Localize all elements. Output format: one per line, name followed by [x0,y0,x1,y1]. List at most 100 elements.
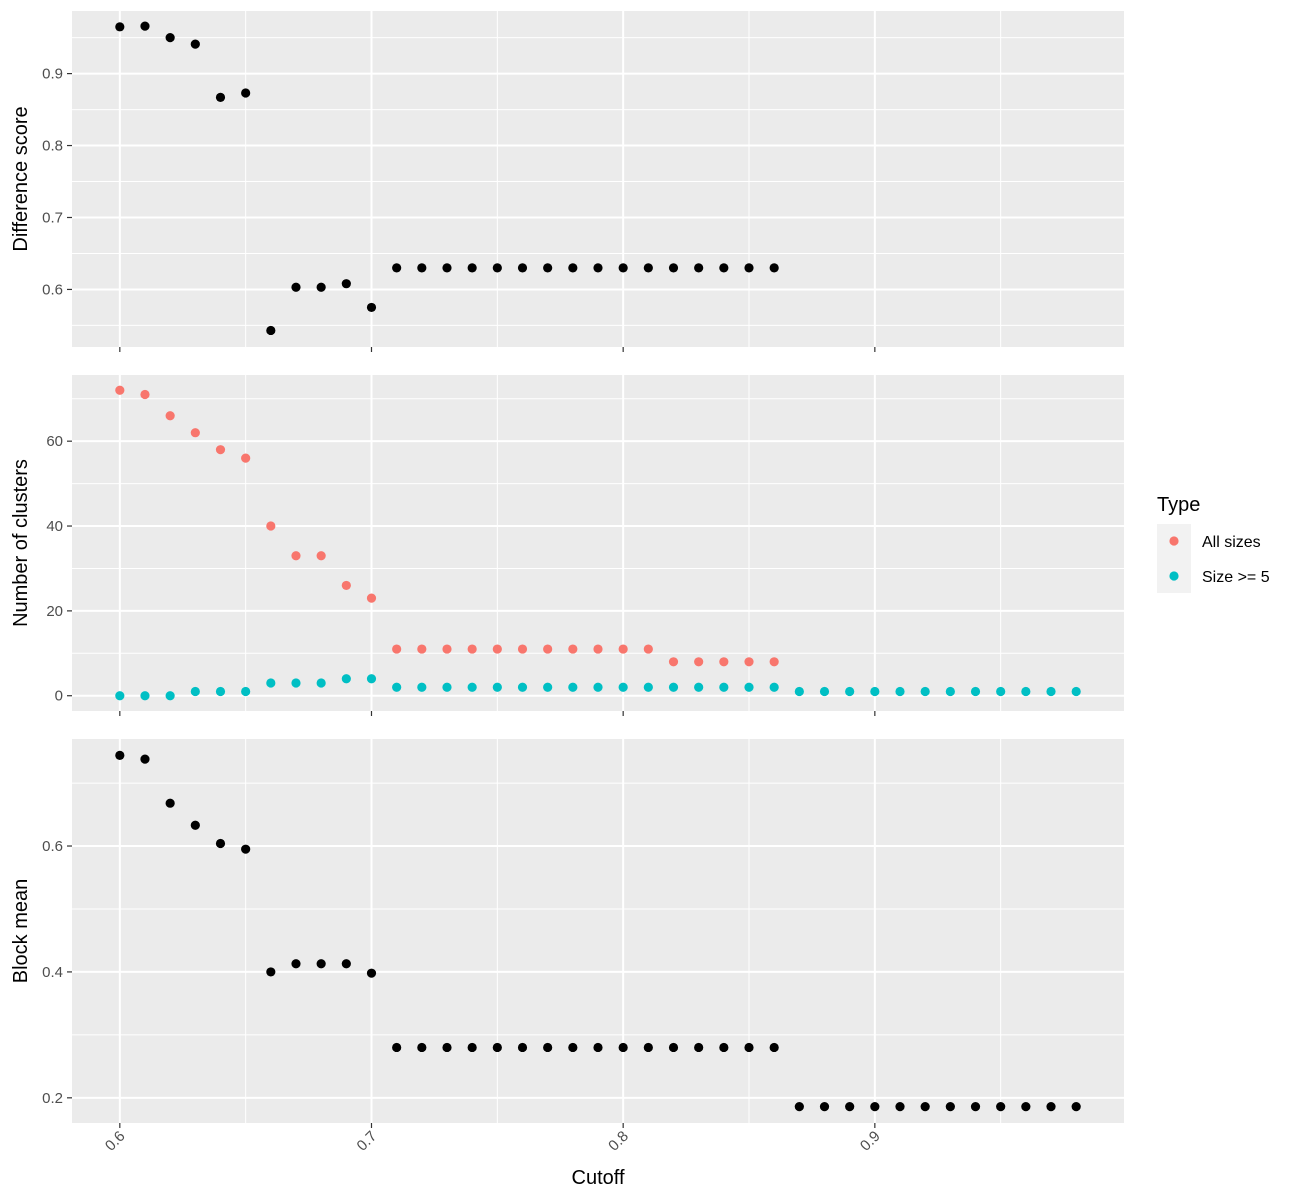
data-point [115,385,125,395]
data-point [694,657,704,667]
data-point [719,263,729,273]
y-tick-label: 0.2 [42,1090,63,1107]
data-point [819,1102,830,1112]
y-tick-label: 0 [55,688,63,705]
x-tick-label: 0.9 [857,1128,884,1155]
data-point [543,1042,553,1053]
data-point [467,263,477,273]
data-point [769,682,779,692]
data-point [517,644,528,654]
data-point [241,453,251,463]
data-point [517,1042,528,1053]
series-1 [115,750,1081,1112]
series-size-5 [115,674,1081,701]
data-point [694,263,704,273]
data-point [417,682,427,692]
data-point [568,1042,578,1053]
y-axis-title: Number of clusters [10,459,32,627]
data-point [593,682,603,692]
data-point [643,1042,653,1053]
y-tick-label: 60 [46,433,63,450]
data-point [291,678,301,688]
data-point [769,1042,779,1053]
data-point [392,644,402,654]
data-point [694,682,704,692]
data-point [920,686,930,697]
data-point [719,1042,729,1053]
data-point [442,263,452,273]
data-point [140,21,150,31]
data-point [492,682,502,692]
data-point [417,263,427,273]
data-point [392,1042,402,1053]
data-point [366,302,377,313]
data-point [316,959,326,969]
data-point [618,263,628,273]
x-tick-label: 0.6 [102,1128,129,1155]
data-point [341,580,351,591]
data-point [668,263,679,273]
data-point [568,682,578,692]
data-point [618,644,628,654]
data-point [492,263,502,273]
data-point [241,844,251,854]
data-point [920,1102,930,1112]
data-point [1046,1102,1056,1112]
data-point [819,686,830,697]
data-point [1021,1102,1031,1112]
data-point [165,411,175,421]
data-point [165,691,175,701]
data-point [694,1042,704,1053]
data-point [618,1042,628,1053]
data-point [668,657,679,667]
x-tick-label: 0.7 [354,1128,381,1155]
data-point [593,1042,603,1053]
data-point [744,682,754,692]
legend-label: Size >= 5 [1202,569,1270,586]
data-point [593,644,603,654]
data-point [996,686,1006,697]
data-point [215,686,226,697]
data-point [643,263,653,273]
data-point [668,682,679,692]
data-point [442,644,452,654]
data-point [366,593,377,603]
data-point [492,1042,502,1053]
data-point [266,325,276,336]
data-point [870,1102,880,1112]
y-tick-label: 40 [46,518,63,535]
data-point [794,1102,804,1112]
data-point [744,263,754,273]
data-point [1021,686,1031,697]
y-tick-label: 0.4 [42,964,63,981]
data-point [643,682,653,692]
data-point [140,691,150,701]
data-point [366,674,377,684]
data-point [492,644,502,654]
y-tick-label: 0.6 [42,281,63,298]
data-point [719,682,729,692]
data-point [769,657,779,667]
data-point [341,674,351,684]
data-point [316,551,326,561]
data-point [593,263,603,273]
data-point [215,445,226,455]
y-tick-label: 0.6 [42,838,63,855]
data-point [744,657,754,667]
data-point [115,691,125,701]
data-point [341,959,351,969]
data-point [190,428,200,438]
data-point [517,263,528,273]
data-point [1046,686,1056,697]
series-1 [115,21,779,336]
data-point [215,838,226,849]
y-tick-label: 0.8 [42,138,63,155]
data-point [215,92,226,102]
data-point [543,263,553,273]
data-point [517,682,528,692]
data-point [568,644,578,654]
data-point [392,682,402,692]
data-point [970,1102,981,1112]
data-point [568,263,578,273]
